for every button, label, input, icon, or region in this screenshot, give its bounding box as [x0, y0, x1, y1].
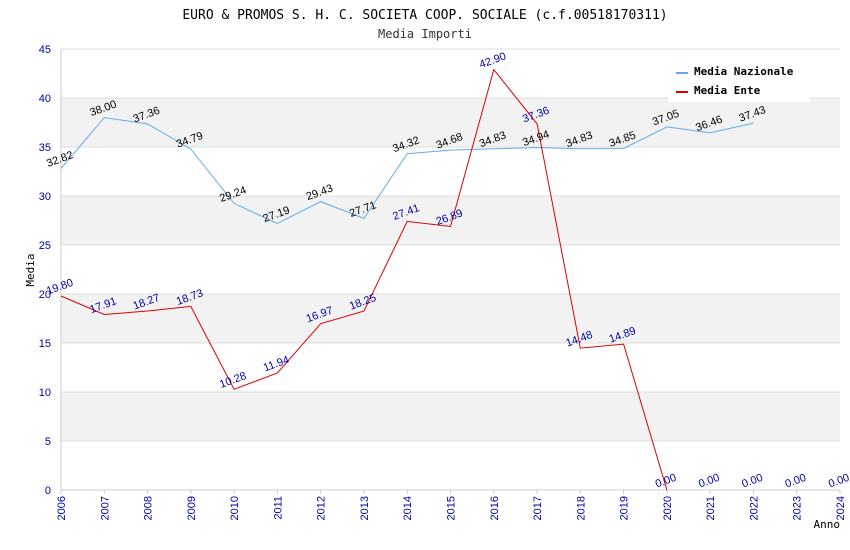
x-tick-label: 2009 — [186, 496, 198, 520]
x-tick-label: 2014 — [402, 496, 414, 520]
y-tick-label: 10 — [39, 387, 51, 399]
x-tick-label: 2017 — [532, 496, 544, 520]
plot-background-bands — [61, 98, 840, 441]
y-tick-label: 15 — [39, 338, 51, 350]
x-tick-label: 2020 — [662, 496, 674, 520]
axes — [60, 49, 841, 494]
legend: Media Nazionale Media Ente — [668, 60, 810, 102]
y-tick-labels: 0 5 10 15 20 25 30 35 40 45 — [39, 44, 51, 497]
legend-label: Media Ente — [694, 84, 761, 97]
x-tick-label: 2022 — [748, 496, 760, 520]
x-tick-label: 2016 — [489, 496, 501, 520]
y-tick-label: 35 — [39, 142, 51, 154]
chart-title: EURO & PROMOS S. H. C. SOCIETA COOP. SOC… — [182, 8, 667, 23]
x-tick-label: 2015 — [446, 496, 458, 520]
x-tick-label: 2008 — [143, 496, 155, 520]
series-line-media-ente — [60, 68, 668, 491]
chart-subtitle: Media Importi — [378, 27, 472, 41]
y-tick-label: 40 — [39, 93, 51, 105]
y-tick-label: 5 — [45, 436, 51, 448]
data-label: 0.00 — [697, 472, 721, 491]
x-tick-label: 2019 — [619, 496, 631, 520]
legend-label: Media Nazionale — [694, 65, 794, 78]
y-tick-label: 25 — [39, 240, 51, 252]
x-tick-label: 2006 — [56, 496, 68, 520]
data-label: 11.94 — [262, 354, 291, 374]
x-tick-label: 2024 — [835, 496, 847, 520]
y-axis-label: Media — [24, 253, 37, 286]
grid-band — [61, 392, 840, 441]
x-tick-label: 2012 — [316, 496, 328, 520]
grid-band — [61, 196, 840, 245]
data-label: 0.00 — [740, 472, 764, 491]
y-tick-label: 30 — [39, 191, 51, 203]
grid-band — [61, 98, 840, 147]
grid-band — [61, 294, 840, 343]
data-label: 0.00 — [784, 472, 808, 491]
x-tick-label: 2013 — [359, 496, 371, 520]
x-tick-label: 2023 — [792, 496, 804, 520]
x-tick-label: 2018 — [575, 496, 587, 520]
data-label: 42.90 — [478, 50, 508, 71]
y-tick-label: 20 — [39, 289, 51, 301]
x-tick-labels: 2006 2007 2008 2009 2010 2011 2012 2013 2014 2015… — [56, 496, 847, 520]
x-axis-label: Anno — [814, 518, 841, 531]
series-line-media-nazionale — [60, 117, 754, 225]
series-lines — [60, 68, 754, 491]
y-tick-label: 0 — [45, 485, 51, 497]
x-tick-label: 2021 — [705, 496, 717, 520]
data-label: 0.00 — [827, 472, 850, 491]
y-tick-label: 45 — [39, 44, 51, 56]
x-tick-label: 2011 — [272, 496, 284, 520]
x-tick-label: 2010 — [229, 496, 241, 520]
legend-box — [668, 60, 810, 102]
x-tick-label: 2007 — [99, 496, 111, 520]
